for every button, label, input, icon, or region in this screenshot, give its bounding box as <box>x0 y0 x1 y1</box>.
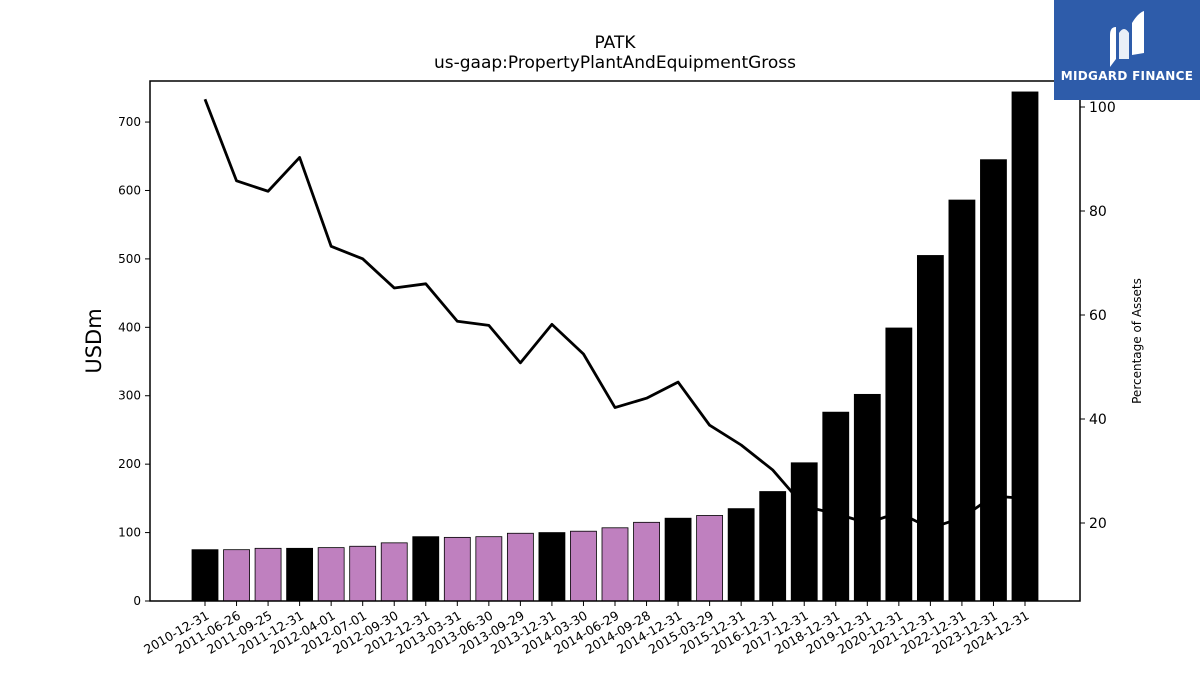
y-tick-label: 200 <box>118 457 141 471</box>
y2-tick-label: 40 <box>1089 412 1107 428</box>
y2-tick-label: 60 <box>1089 308 1107 324</box>
bar <box>727 508 755 602</box>
y2-axis-label: Percentage of Assets <box>1130 278 1144 404</box>
y-axis-left: 0 100 200 300 400 500 600 700 <box>118 115 150 608</box>
bar <box>601 527 629 602</box>
bar <box>822 411 850 602</box>
midgard-logo-icon <box>1110 11 1144 67</box>
bar <box>538 532 566 602</box>
chart-title: PATK <box>594 33 636 53</box>
y-tick-label: 700 <box>118 115 141 129</box>
bar <box>570 530 597 602</box>
bar <box>853 393 881 602</box>
bar <box>349 545 377 602</box>
bar <box>317 547 345 602</box>
bar <box>286 547 314 602</box>
bar <box>916 255 944 602</box>
y-axis-label: USDm <box>82 308 106 373</box>
y-tick-label: 300 <box>118 389 141 403</box>
x-axis: 2010-12-312011-06-262011-09-252011-12-31… <box>141 601 1032 657</box>
line-series <box>203 98 1026 530</box>
bar <box>1011 91 1039 602</box>
y-tick-label: 500 <box>118 252 141 266</box>
chart-subtitle: us-gaap:PropertyPlantAndEquipmentGross <box>434 53 796 73</box>
bar <box>191 549 219 602</box>
y2-tick-label: 20 <box>1089 516 1107 532</box>
bar <box>664 517 692 602</box>
brand-logo: MIDGARD FINANCE <box>1054 0 1200 100</box>
bar-series <box>191 91 1039 602</box>
bar <box>254 547 282 602</box>
y-axis-right: 20 40 60 80 100 <box>1080 100 1116 532</box>
bar <box>633 521 660 602</box>
bar <box>790 462 818 602</box>
bar <box>696 515 724 602</box>
y-tick-label: 600 <box>118 183 141 197</box>
bar <box>948 199 976 602</box>
y2-tick-label: 80 <box>1089 204 1107 220</box>
bar <box>412 536 440 602</box>
bar <box>380 542 408 602</box>
bar <box>223 549 250 602</box>
brand-name: MIDGARD FINANCE <box>1060 69 1194 83</box>
percentage-line <box>203 98 1026 530</box>
bar <box>980 159 1007 602</box>
bar <box>506 532 534 602</box>
bar <box>759 491 787 602</box>
y-tick-label: 0 <box>133 594 141 608</box>
bar <box>443 536 471 602</box>
y-tick-label: 100 <box>118 526 141 540</box>
y-tick-label: 400 <box>118 320 141 334</box>
bar <box>885 327 913 602</box>
bar <box>475 536 503 602</box>
y2-tick-label: 100 <box>1089 100 1116 116</box>
